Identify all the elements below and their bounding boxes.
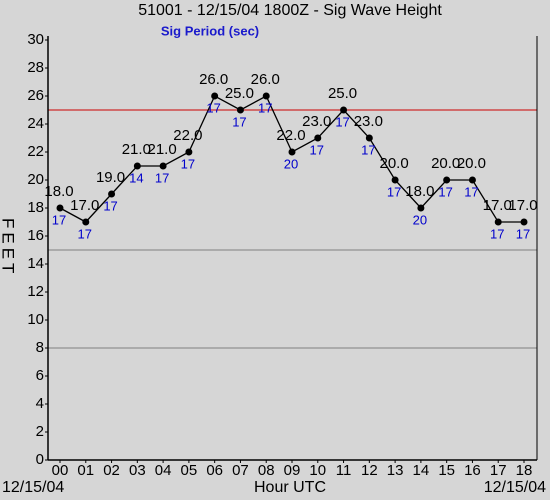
- point: [211, 92, 219, 100]
- x-tick-label: 16: [464, 462, 481, 479]
- start-date: 12/15/04: [2, 479, 64, 496]
- y-tick-label: 14: [27, 255, 44, 272]
- point: [288, 148, 296, 156]
- point: [520, 218, 528, 226]
- period-label: 17: [155, 170, 169, 185]
- x-tick-label: 14: [413, 462, 430, 479]
- y-tick-label: 12: [27, 283, 44, 300]
- point: [494, 218, 502, 226]
- point: [314, 134, 322, 142]
- point: [56, 204, 64, 212]
- x-tick-label: 06: [206, 462, 223, 479]
- x-tick-label: 17: [490, 462, 507, 479]
- point: [417, 204, 425, 212]
- value-label: 25.0: [225, 85, 254, 102]
- point: [82, 218, 90, 226]
- period-label: 17: [78, 226, 92, 241]
- x-tick-label: 10: [309, 462, 326, 479]
- value-label: 26.0: [199, 71, 228, 88]
- y-tick-label: 26: [27, 87, 44, 104]
- x-axis-label: Hour UTC: [254, 479, 326, 496]
- point: [108, 190, 116, 198]
- period-label: 17: [181, 156, 195, 171]
- period-label: 17: [464, 184, 478, 199]
- x-tick-label: 09: [284, 462, 301, 479]
- point: [159, 162, 167, 170]
- point: [468, 176, 476, 184]
- y-axis-label: FEET: [0, 218, 18, 277]
- y-tick-label: 16: [27, 227, 44, 244]
- x-tick-label: 05: [181, 462, 198, 479]
- point: [185, 148, 193, 156]
- value-label: 22.0: [276, 127, 305, 144]
- x-tick-label: 15: [438, 462, 455, 479]
- y-tick-label: 28: [27, 59, 44, 76]
- y-tick-label: 30: [27, 31, 44, 48]
- period-label: 17: [438, 184, 452, 199]
- point: [133, 162, 141, 170]
- period-label: 17: [335, 114, 349, 129]
- x-tick-label: 02: [103, 462, 120, 479]
- period-label: 14: [129, 170, 143, 185]
- value-label: 19.0: [96, 169, 125, 186]
- value-label: 22.0: [173, 127, 202, 144]
- y-tick-label: 6: [36, 367, 44, 384]
- point: [262, 92, 270, 100]
- end-date: 12/15/04: [484, 479, 546, 496]
- value-label: 17.0: [70, 197, 99, 214]
- y-tick-label: 8: [36, 339, 44, 356]
- x-tick-label: 04: [155, 462, 172, 479]
- point: [236, 106, 244, 114]
- x-tick-label: 07: [232, 462, 249, 479]
- y-tick-label: 0: [36, 451, 44, 468]
- x-tick-label: 11: [336, 462, 352, 479]
- period-label: 17: [490, 226, 504, 241]
- value-label: 23.0: [354, 113, 383, 130]
- y-tick-label: 22: [27, 143, 44, 160]
- period-label: 20: [413, 212, 427, 227]
- value-label: 20.0: [380, 155, 409, 172]
- x-tick-label: 01: [77, 462, 94, 479]
- value-label: 20.0: [457, 155, 486, 172]
- period-label: 17: [310, 142, 324, 157]
- period-label: 17: [232, 114, 246, 129]
- y-tick-label: 4: [36, 395, 44, 412]
- point: [365, 134, 373, 142]
- value-label: 23.0: [302, 113, 331, 130]
- subtitle: Sig Period (sec): [161, 23, 259, 38]
- value-label: 25.0: [328, 85, 357, 102]
- x-tick-label: 08: [258, 462, 275, 479]
- value-label: 18.0: [405, 183, 434, 200]
- period-label: 17: [52, 212, 66, 227]
- value-label: 17.0: [508, 197, 537, 214]
- value-label: 21.0: [148, 141, 177, 158]
- period-label: 17: [206, 100, 220, 115]
- x-tick-label: 13: [387, 462, 404, 479]
- value-label: 17.0: [483, 197, 512, 214]
- y-tick-label: 10: [27, 311, 44, 328]
- x-tick-label: 03: [129, 462, 146, 479]
- y-tick-label: 18: [27, 199, 44, 216]
- period-label: 17: [387, 184, 401, 199]
- point: [391, 176, 399, 184]
- period-label: 17: [361, 142, 375, 157]
- period-label: 17: [258, 100, 272, 115]
- point: [340, 106, 348, 114]
- value-label: 18.0: [44, 183, 73, 200]
- period-label: 20: [284, 156, 298, 171]
- x-tick-label: 00: [52, 462, 69, 479]
- y-tick-label: 2: [36, 423, 44, 440]
- y-tick-label: 20: [27, 171, 44, 188]
- point: [443, 176, 451, 184]
- period-label: 17: [516, 226, 530, 241]
- period-label: 17: [103, 198, 117, 213]
- x-tick-label: 12: [361, 462, 378, 479]
- value-label: 20.0: [431, 155, 460, 172]
- y-tick-label: 24: [27, 115, 44, 132]
- chart-title: 51001 - 12/15/04 1800Z - Sig Wave Height: [138, 2, 442, 19]
- x-tick-label: 18: [516, 462, 533, 479]
- value-label: 26.0: [251, 71, 280, 88]
- value-label: 21.0: [122, 141, 151, 158]
